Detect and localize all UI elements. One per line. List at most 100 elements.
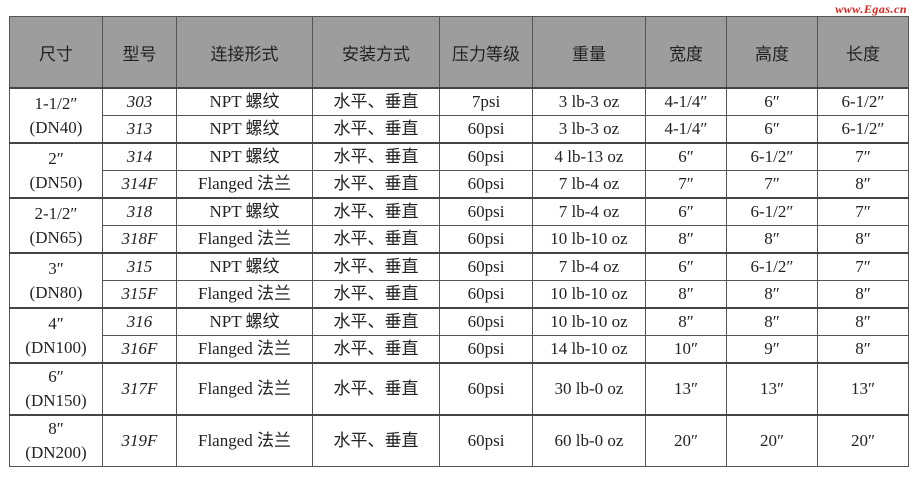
- cell-model: 318: [102, 197, 177, 226]
- cell-length: 8″: [817, 225, 909, 254]
- cell-model: 316F: [102, 335, 177, 364]
- cell-model: 315F: [102, 280, 177, 309]
- cell-connection: NPT 螺纹: [176, 87, 313, 116]
- cell-connection: Flanged 法兰: [176, 280, 313, 309]
- size-inch: 2-1/2″: [34, 203, 78, 223]
- cell-size: 4″ (DN100): [9, 307, 103, 364]
- cell-weight: 3 lb-3 oz: [532, 87, 646, 116]
- cell-weight: 7 lb-4 oz: [532, 170, 646, 199]
- cell-connection: NPT 螺纹: [176, 115, 313, 144]
- cell-installation: 水平、垂直: [312, 307, 440, 336]
- cell-weight: 10 lb-10 oz: [532, 225, 646, 254]
- cell-weight: 10 lb-10 oz: [532, 280, 646, 309]
- cell-model: 313: [102, 115, 177, 144]
- table-row: 313 NPT 螺纹 水平、垂直 60psi 3 lb-3 oz 4-1/4″ 6″ 6-1/…: [10, 115, 909, 144]
- cell-connection: NPT 螺纹: [176, 142, 313, 171]
- cell-connection: Flanged 法兰: [176, 362, 313, 416]
- cell-connection: NPT 螺纹: [176, 197, 313, 226]
- table-row: 6″ (DN150) 317F Flanged 法兰 水平、垂直 60psi 30 lb-0…: [9, 362, 909, 416]
- cell-width: 20″: [645, 414, 727, 467]
- table-row: 2″ (DN50) 314 NPT 螺纹 水平、垂直 60psi 4 lb-13 oz 6″ 6…: [9, 142, 909, 199]
- cell-length: 7″: [817, 252, 909, 281]
- cell-pressure: 60psi: [439, 335, 533, 364]
- size-dn: (DN80): [29, 282, 83, 302]
- cell-height: 13″: [726, 362, 818, 416]
- cell-size: 8″ (DN200): [9, 414, 103, 467]
- header-row: 尺寸 型号 连接形式 安装方式 压力等级 重量 宽度 高度 长度: [9, 16, 909, 89]
- header-pressure: 压力等级: [439, 16, 533, 89]
- cell-installation: 水平、垂直: [312, 335, 440, 364]
- cell-size: 2″ (DN50): [9, 142, 103, 199]
- cell-height: 8″: [726, 307, 818, 336]
- size-dn: (DN50): [29, 172, 83, 192]
- cell-model: 318F: [102, 225, 177, 254]
- cell-connection: Flanged 法兰: [176, 225, 313, 254]
- cell-height: 6″: [726, 115, 818, 144]
- cell-height: 20″: [726, 414, 818, 467]
- size-inch: 4″: [48, 313, 64, 333]
- cell-connection: Flanged 法兰: [176, 335, 313, 364]
- cell-pressure: 60psi: [439, 252, 533, 281]
- cell-length: 20″: [817, 414, 909, 467]
- watermark: www.Egas.cn: [835, 2, 907, 16]
- cell-connection: NPT 螺纹: [176, 252, 313, 281]
- specs-table: 尺寸 型号 连接形式 安装方式 压力等级 重量 宽度 高度 长度 1-1/2″ (DN40) 303…: [9, 16, 909, 467]
- cell-width: 6″: [645, 252, 727, 281]
- cell-height: 7″: [726, 170, 818, 199]
- table-row: 2-1/2″ (DN65) 318 NPT 螺纹 水平、垂直 60psi 7 lb-4 oz…: [9, 197, 909, 254]
- cell-width: 8″: [645, 280, 727, 309]
- cell-width: 8″: [645, 225, 727, 254]
- header-height: 高度: [726, 16, 818, 89]
- cell-model: 314F: [102, 170, 177, 199]
- size-dn: (DN65): [29, 227, 83, 247]
- cell-length: 8″: [817, 335, 909, 364]
- cell-model: 317F: [102, 362, 177, 416]
- cell-height: 6-1/2″: [726, 197, 818, 226]
- size-dn: (DN40): [29, 117, 83, 137]
- cell-model: 314: [102, 142, 177, 171]
- cell-size: 3″ (DN80): [9, 252, 103, 309]
- cell-installation: 水平、垂直: [312, 115, 440, 144]
- cell-width: 8″: [645, 307, 727, 336]
- cell-model: 315: [102, 252, 177, 281]
- header-length: 长度: [817, 16, 909, 89]
- cell-pressure: 60psi: [439, 362, 533, 416]
- header-connection: 连接形式: [176, 16, 313, 89]
- cell-length: 6-1/2″: [817, 87, 909, 116]
- cell-installation: 水平、垂直: [312, 170, 440, 199]
- table-row: 318F Flanged 法兰 水平、垂直 60psi 10 lb-10 oz 8″ 8″ 8…: [10, 225, 909, 254]
- cell-pressure: 60psi: [439, 414, 533, 467]
- cell-length: 8″: [817, 170, 909, 199]
- header-installation: 安装方式: [312, 16, 440, 89]
- size-inch: 8″: [48, 419, 64, 438]
- cell-length: 8″: [817, 307, 909, 336]
- cell-model: 319F: [102, 414, 177, 467]
- cell-height: 6″: [726, 87, 818, 116]
- cell-width: 7″: [645, 170, 727, 199]
- size-dn: (DN100): [25, 337, 87, 357]
- cell-pressure: 60psi: [439, 307, 533, 336]
- cell-installation: 水平、垂直: [312, 225, 440, 254]
- cell-height: 9″: [726, 335, 818, 364]
- cell-installation: 水平、垂直: [312, 362, 440, 416]
- cell-weight: 14 lb-10 oz: [532, 335, 646, 364]
- size-dn: (DN200): [25, 443, 87, 462]
- table-row: 8″ (DN200) 319F Flanged 法兰 水平、垂直 60psi 60 lb-0…: [9, 414, 909, 467]
- table-row: 4″ (DN100) 316 NPT 螺纹 水平、垂直 60psi 10 lb-10 oz 8…: [9, 307, 909, 364]
- cell-installation: 水平、垂直: [312, 197, 440, 226]
- cell-width: 6″: [645, 197, 727, 226]
- table-row: 316F Flanged 法兰 水平、垂直 60psi 14 lb-10 oz 10″ 9″…: [10, 335, 909, 364]
- cell-height: 6-1/2″: [726, 142, 818, 171]
- cell-weight: 10 lb-10 oz: [532, 307, 646, 336]
- cell-weight: 7 lb-4 oz: [532, 252, 646, 281]
- cell-height: 6-1/2″: [726, 252, 818, 281]
- cell-length: 8″: [817, 280, 909, 309]
- table-row: 314F Flanged 法兰 水平、垂直 60psi 7 lb-4 oz 7″ 7″ 8″: [10, 170, 909, 199]
- size-dn: (DN150): [25, 391, 87, 410]
- cell-length: 6-1/2″: [817, 115, 909, 144]
- cell-connection: NPT 螺纹: [176, 307, 313, 336]
- cell-installation: 水平、垂直: [312, 142, 440, 171]
- cell-pressure: 60psi: [439, 197, 533, 226]
- cell-height: 8″: [726, 225, 818, 254]
- cell-length: 7″: [817, 197, 909, 226]
